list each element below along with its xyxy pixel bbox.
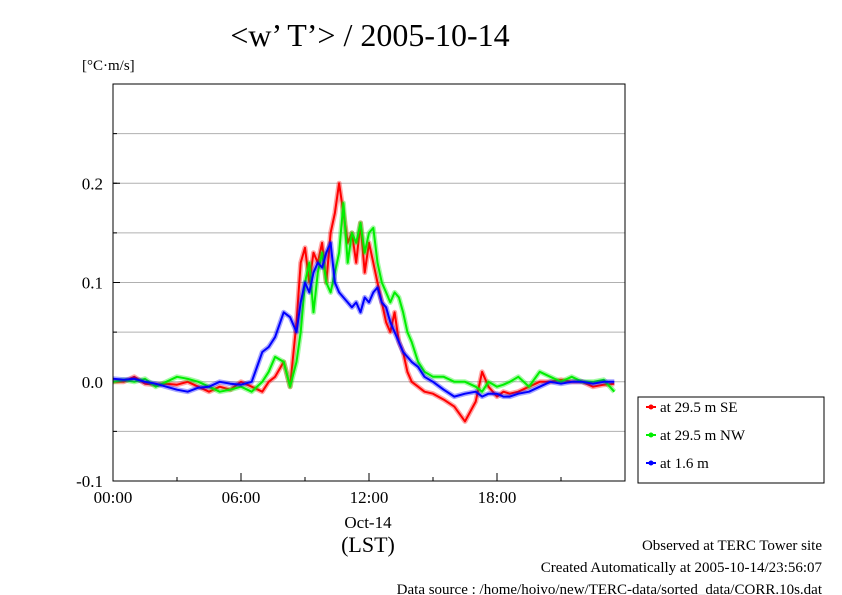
plot-frame xyxy=(112,83,626,482)
x-tick-label: 18:00 xyxy=(478,488,517,507)
x-tick-label: 00:00 xyxy=(94,488,133,507)
x-tick-label: 06:00 xyxy=(222,488,261,507)
legend-label: at 29.5 m SE xyxy=(660,400,738,416)
x-axis-title: (LST) xyxy=(341,532,395,557)
legend-box xyxy=(637,396,825,484)
y-tick-label: -0.1 xyxy=(76,472,103,491)
legend-marker xyxy=(648,460,654,466)
legend: at 29.5 m SE at 29.5 m NW at 1.6 m xyxy=(637,396,825,484)
footer-site: Observed at TERC Tower site xyxy=(642,538,822,554)
y-tick-label: 0.0 xyxy=(82,373,103,392)
legend-marker xyxy=(648,404,654,410)
y-axis-unit-label: [°C·m/s] xyxy=(82,58,135,74)
series-line-2 xyxy=(112,241,615,398)
y-tick-label: 0.2 xyxy=(82,174,103,193)
footer-created: Created Automatically at 2005-10-14/23:5… xyxy=(541,560,823,576)
series-line-1 xyxy=(112,202,616,393)
series-lines xyxy=(112,180,617,424)
x-tick-label: 12:00 xyxy=(350,488,389,507)
grid-lines xyxy=(113,133,625,432)
footer-data-source: Data source : /home/hoivo/new/TERC-data/… xyxy=(397,582,823,595)
legend-marker xyxy=(648,432,654,438)
y-tick-label: 0.1 xyxy=(82,274,103,293)
chart-title: <w’ T’> / 2005-10-14 xyxy=(230,17,509,53)
legend-label: at 1.6 m xyxy=(660,456,709,472)
legend-label: at 29.5 m NW xyxy=(660,428,746,444)
axis-ticks: -0.1 0.0 0.1 0.2 00:00 06:00 12:00 18:00 xyxy=(76,83,626,507)
x-axis-date-label: Oct-14 xyxy=(344,513,392,532)
